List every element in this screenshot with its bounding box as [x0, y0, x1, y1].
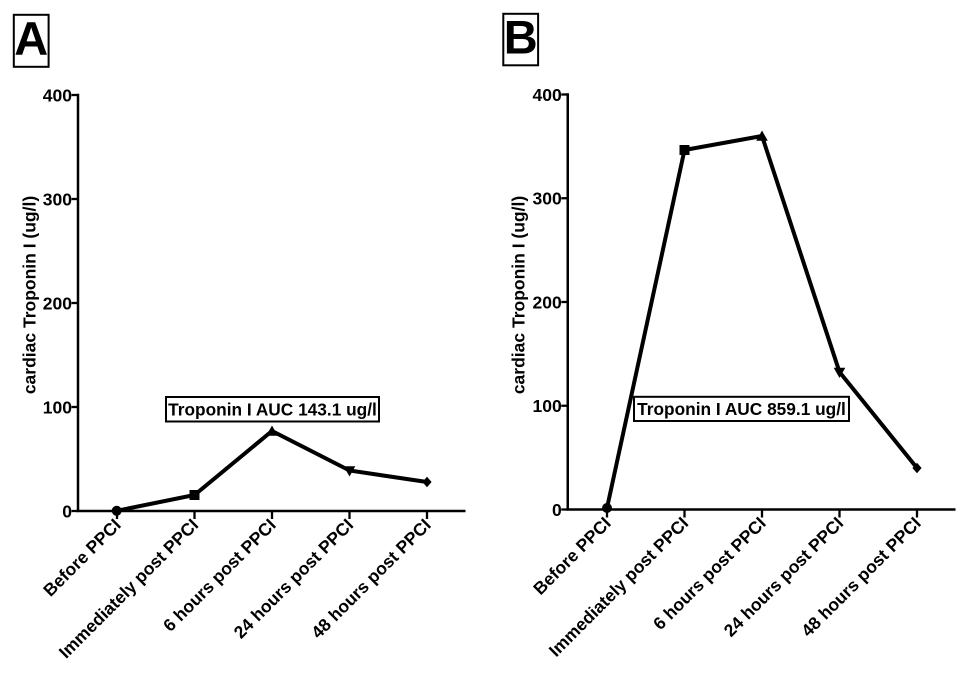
- svg-text:200: 200: [43, 293, 72, 313]
- svg-text:0: 0: [552, 500, 562, 520]
- svg-text:cardiac Troponin I (ug/l): cardiac Troponin I (ug/l): [20, 196, 40, 394]
- svg-text:0: 0: [62, 501, 72, 521]
- svg-text:300: 300: [43, 189, 72, 209]
- svg-text:A: A: [14, 12, 48, 65]
- svg-text:Troponin I AUC 859.1 ug/l: Troponin I AUC 859.1 ug/l: [637, 399, 846, 419]
- svg-text:100: 100: [43, 397, 72, 417]
- svg-text:200: 200: [533, 292, 562, 312]
- svg-text:400: 400: [43, 85, 72, 105]
- svg-text:B: B: [504, 10, 538, 63]
- svg-text:100: 100: [533, 396, 562, 416]
- svg-text:cardiac Troponin I (ug/l): cardiac Troponin I (ug/l): [509, 196, 529, 394]
- svg-text:400: 400: [533, 85, 562, 105]
- svg-text:300: 300: [533, 189, 562, 209]
- svg-text:Troponin I AUC 143.1 ug/l: Troponin I AUC 143.1 ug/l: [168, 400, 377, 420]
